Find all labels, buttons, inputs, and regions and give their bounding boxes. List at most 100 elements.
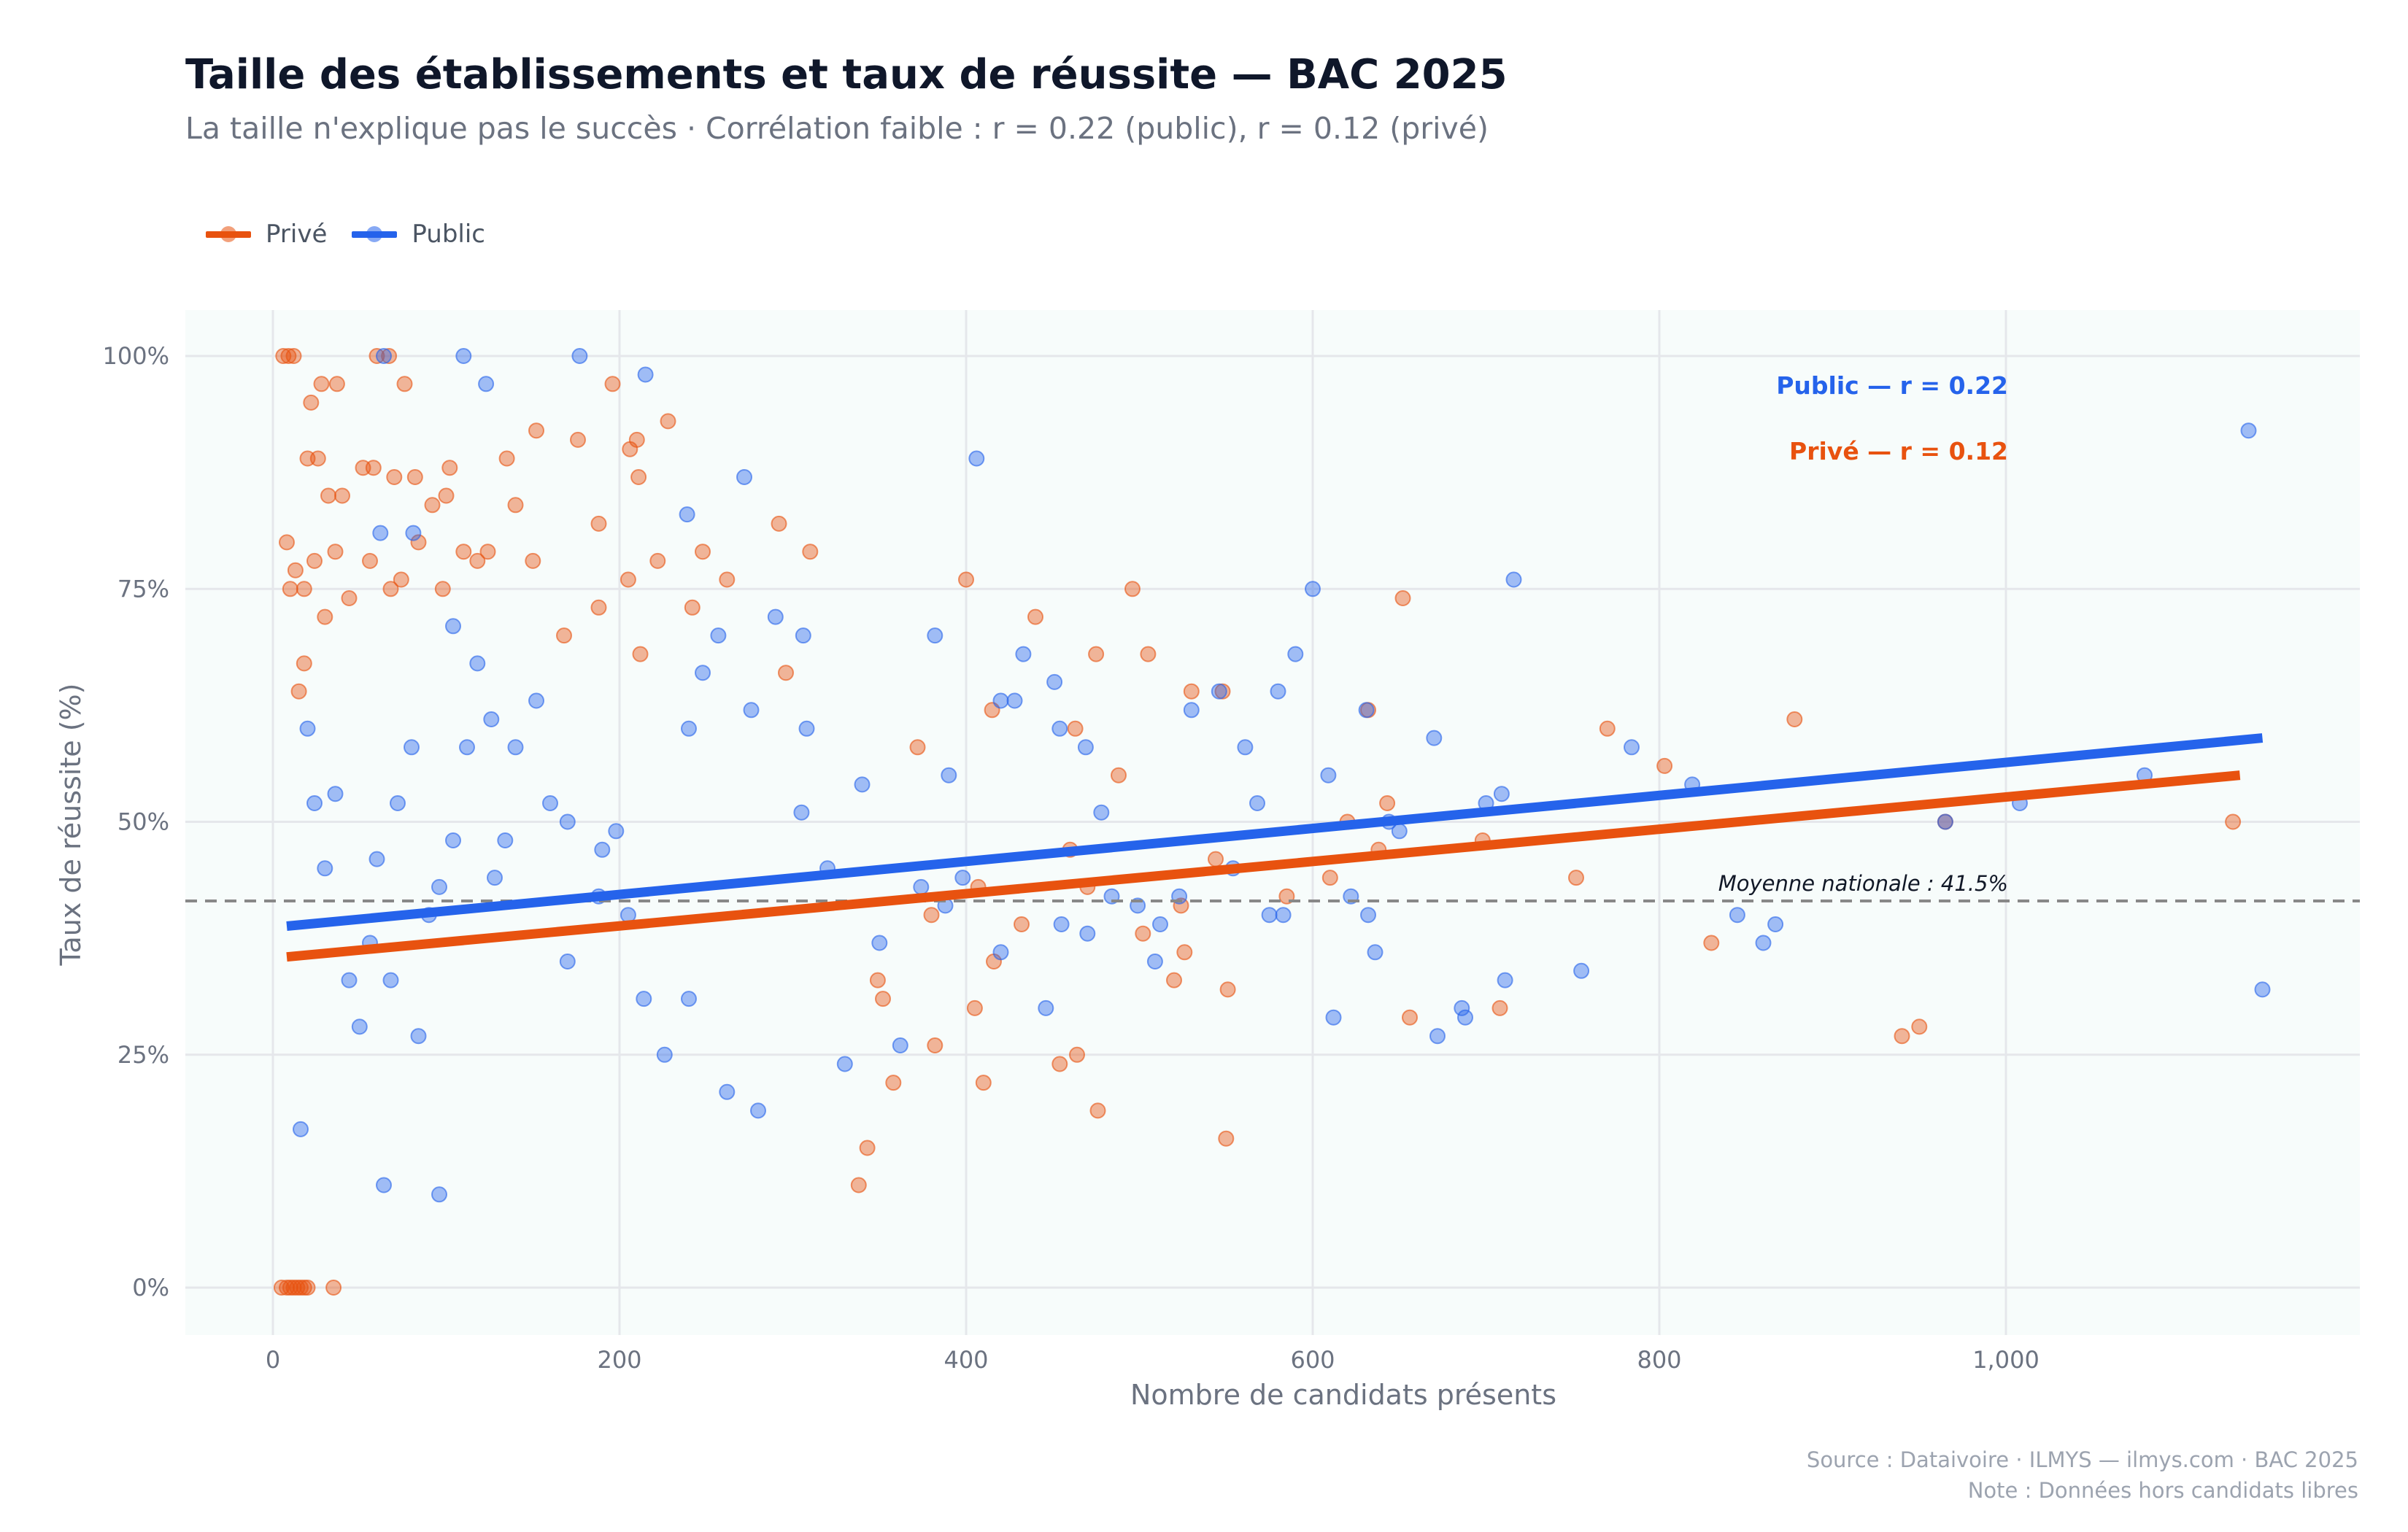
data-point-prive (434, 581, 451, 597)
data-point-public (681, 991, 697, 1007)
data-point-prive (273, 1280, 290, 1296)
data-point-prive (1786, 711, 1803, 727)
y-tick-label: 0% (132, 1274, 169, 1301)
data-point-prive (1321, 870, 1338, 886)
y-tick-label: 25% (117, 1041, 169, 1069)
data-point-prive (570, 431, 586, 448)
data-point-public (871, 935, 888, 951)
data-point-prive (313, 376, 330, 392)
data-point-public (695, 665, 711, 681)
data-point-public (1457, 1009, 1473, 1026)
data-point-public (941, 767, 957, 784)
data-point-public (1729, 907, 1745, 924)
data-point-prive (1208, 851, 1224, 867)
data-point-prive (438, 487, 455, 504)
data-point-prive (590, 599, 607, 616)
data-point-prive (1183, 683, 1200, 700)
data-point-prive (528, 422, 544, 439)
chart-subtitle: La taille n'explique pas le succès · Cor… (185, 111, 1489, 146)
data-point-public (341, 972, 358, 989)
legend-item-public[interactable]: Public (352, 220, 485, 249)
data-point-public (559, 813, 576, 830)
data-point-public (528, 692, 544, 709)
data-point-public (507, 739, 524, 756)
data-point-prive (684, 599, 701, 616)
data-point-prive (1402, 1009, 1418, 1026)
data-point-public (571, 348, 588, 364)
data-point-public (767, 608, 784, 625)
data-point-prive (341, 590, 358, 606)
data-point-prive (975, 1075, 992, 1091)
data-point-prive (630, 469, 647, 485)
data-point-public (1493, 786, 1510, 802)
data-point-public (1146, 953, 1163, 970)
data-point-prive (1703, 935, 1720, 951)
data-point-prive (1218, 1130, 1235, 1147)
data-point-prive (1894, 1028, 1910, 1045)
data-point-prive (279, 534, 295, 551)
data-point-prive (875, 991, 891, 1007)
data-point-prive (604, 376, 621, 392)
data-point-public (1426, 730, 1443, 746)
data-point-public (405, 525, 422, 541)
legend-label-public: Public (412, 220, 485, 249)
series-public-points (293, 348, 2271, 1203)
y-axis-title: Taux de réussite (%) (55, 684, 87, 967)
data-point-public (1152, 916, 1168, 932)
data-point-prive (1911, 1018, 1928, 1035)
data-point-public (542, 795, 558, 811)
data-point-public (483, 711, 500, 727)
data-point-prive (325, 1280, 342, 1296)
data-point-public (637, 366, 654, 383)
data-point-public (656, 1046, 673, 1063)
data-point-public (736, 469, 752, 485)
data-point-prive (424, 497, 441, 514)
legend-swatch-prive (206, 220, 251, 249)
data-point-public (404, 739, 420, 756)
data-point-prive (1394, 590, 1411, 606)
data-point-public (636, 991, 652, 1007)
data-point-public (1261, 907, 1278, 924)
data-point-public (854, 776, 871, 793)
data-point-public (1038, 999, 1054, 1016)
data-point-prive (327, 543, 344, 560)
data-point-public (968, 450, 985, 467)
data-point-public (927, 627, 943, 644)
data-point-prive (2225, 813, 2242, 830)
data-point-prive (850, 1177, 867, 1194)
data-point-prive (1088, 646, 1105, 662)
chart-title: Taille des établissements et taux de réu… (185, 51, 1508, 98)
data-point-public (1006, 692, 1023, 709)
data-point-prive (386, 469, 403, 485)
data-point-public (1249, 795, 1265, 811)
trend-line-public (286, 733, 2264, 931)
data-point-public (1051, 720, 1068, 737)
data-point-prive (958, 571, 974, 588)
data-point-prive (1166, 972, 1182, 989)
data-point-public (317, 860, 333, 877)
data-point-public (992, 944, 1009, 961)
data-point-public (1367, 944, 1384, 961)
data-point-public (1077, 739, 1094, 756)
data-point-prive (632, 646, 649, 662)
data-point-public (1270, 683, 1286, 700)
data-point-public (1358, 702, 1375, 719)
y-tick-label: 75% (117, 575, 169, 603)
data-point-public (2240, 422, 2257, 439)
data-point-public (559, 953, 576, 970)
data-point-prive (441, 460, 458, 476)
data-point-prive (1568, 870, 1584, 886)
data-point-public (1937, 813, 1953, 830)
data-point-prive (306, 552, 323, 569)
data-point-prive (590, 515, 607, 532)
data-point-prive (328, 376, 345, 392)
data-point-public (1015, 646, 1032, 662)
legend-item-prive[interactable]: Privé (206, 220, 327, 249)
data-point-public (608, 823, 625, 840)
footer-note: Note : Données hors candidats libres (1967, 1478, 2358, 1503)
data-point-prive (719, 571, 736, 588)
data-point-public (299, 720, 316, 737)
data-point-public (1497, 972, 1513, 989)
data-point-public (431, 878, 447, 895)
